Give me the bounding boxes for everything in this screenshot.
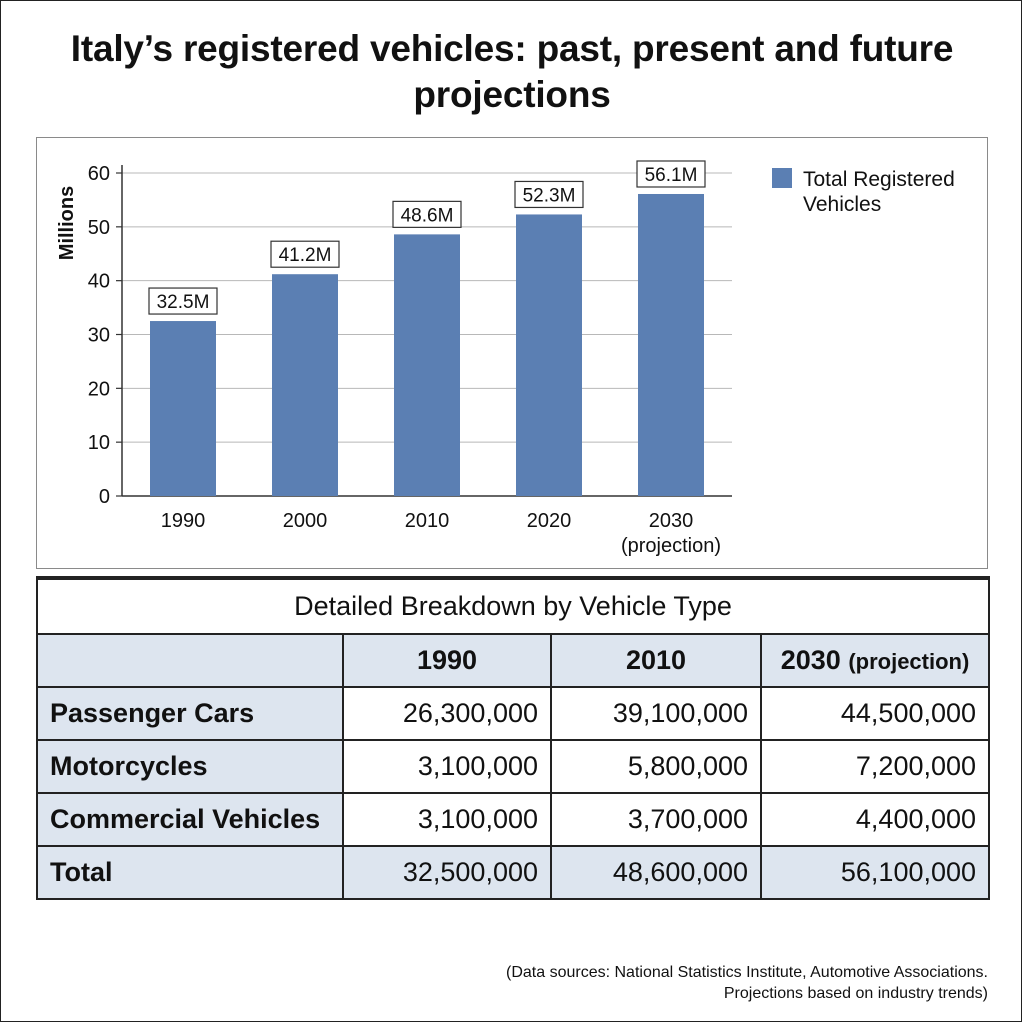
row-label: Total [36, 845, 344, 900]
y-tick-label: 0 [99, 486, 110, 508]
source-line: Projections based on industry trends) [723, 985, 988, 1002]
table-header-sublabel: (projection) [848, 649, 970, 674]
table-header-label: 2030 [780, 645, 841, 675]
x-tick-label: 2030 [649, 510, 694, 532]
table-row: Passenger Cars 26,300,000 39,100,000 44,… [36, 686, 991, 741]
table-cell: 3,100,000 [342, 792, 552, 847]
x-tick-label: 2010 [405, 510, 450, 532]
y-tick-label: 10 [88, 432, 110, 454]
table-cell: 4,400,000 [759, 792, 991, 847]
table-header-empty [36, 633, 344, 688]
table-cell: 48,600,000 [550, 845, 762, 900]
row-label: Motorcycles [36, 739, 344, 794]
y-tick-label: 40 [88, 271, 110, 293]
table-header-label: 2010 [625, 645, 687, 675]
table-cell: 5,800,000 [550, 739, 762, 794]
bar-chart: 0102030405060Millions32.5M199041.2M20004… [56, 160, 955, 557]
x-tick-sublabel: (projection) [621, 535, 721, 557]
y-tick-label: 60 [88, 163, 110, 185]
table-header-col-1: 2010 [550, 633, 762, 688]
source-line: (Data sources: National Statistics Insti… [506, 964, 988, 981]
bar [638, 193, 704, 496]
y-tick-label: 30 [88, 325, 110, 347]
table-cell: 3,700,000 [550, 792, 762, 847]
table-header-col-0: 1990 [342, 633, 552, 688]
data-label: 56.1M [645, 165, 698, 186]
table-header-label: 1990 [416, 645, 478, 675]
legend-label: Vehicles [803, 193, 881, 216]
table-cell: 56,100,000 [759, 845, 991, 900]
row-label: Commercial Vehicles [36, 792, 344, 847]
data-label-box [636, 160, 706, 188]
data-label: 41.2M [279, 245, 332, 266]
data-label-box [514, 180, 584, 209]
bar [150, 321, 216, 496]
table-caption: Detailed Breakdown by Vehicle Type [35, 577, 991, 635]
bar [272, 274, 338, 496]
table-cell: 26,300,000 [342, 686, 552, 741]
breakdown-table: Detailed Breakdown by Vehicle Type 1990 … [35, 576, 991, 900]
table-row: Commercial Vehicles 3,100,000 3,700,000 … [36, 792, 991, 847]
table-cell: 39,100,000 [550, 686, 762, 741]
legend-swatch [772, 168, 792, 188]
x-tick-label: 2020 [527, 510, 572, 532]
row-label: Passenger Cars [36, 686, 344, 741]
table-cell: 32,500,000 [342, 845, 552, 900]
breakdown-table-wrap: Detailed Breakdown by Vehicle Type 1990 … [35, 576, 991, 900]
table-row: Motorcycles 3,100,000 5,800,000 7,200,00… [36, 739, 991, 794]
data-label-box [392, 200, 462, 228]
table-cell: 7,200,000 [759, 739, 991, 794]
data-label: 48.6M [401, 205, 454, 226]
y-tick-label: 20 [88, 378, 110, 400]
data-label: 32.5M [157, 292, 210, 313]
data-label: 52.3M [523, 185, 576, 206]
source-note: (Data sources: National Statistics Insti… [288, 962, 988, 1004]
table-header-col-2: 2030 (projection) [759, 633, 991, 688]
table-row-total: Total 32,500,000 48,600,000 56,100,000 [36, 845, 991, 900]
x-tick-label: 2000 [283, 510, 328, 532]
legend-label: Total Registered [803, 168, 955, 191]
x-tick-label: 1990 [161, 510, 206, 532]
chart-panel: 0 10 20 30 40 50 60 Millions 32.5M 1990 41.2M 2000 4… [36, 137, 988, 569]
y-axis-label: Millions [56, 186, 78, 260]
bar [516, 214, 582, 496]
bar [394, 234, 460, 496]
data-label-box [270, 240, 340, 268]
table-cell: 44,500,000 [759, 686, 991, 741]
page-title: Italy’s registered vehicles: past, prese… [70, 28, 954, 115]
y-tick-label: 50 [88, 217, 110, 239]
table-cell: 3,100,000 [342, 739, 552, 794]
data-label-box [148, 287, 218, 315]
